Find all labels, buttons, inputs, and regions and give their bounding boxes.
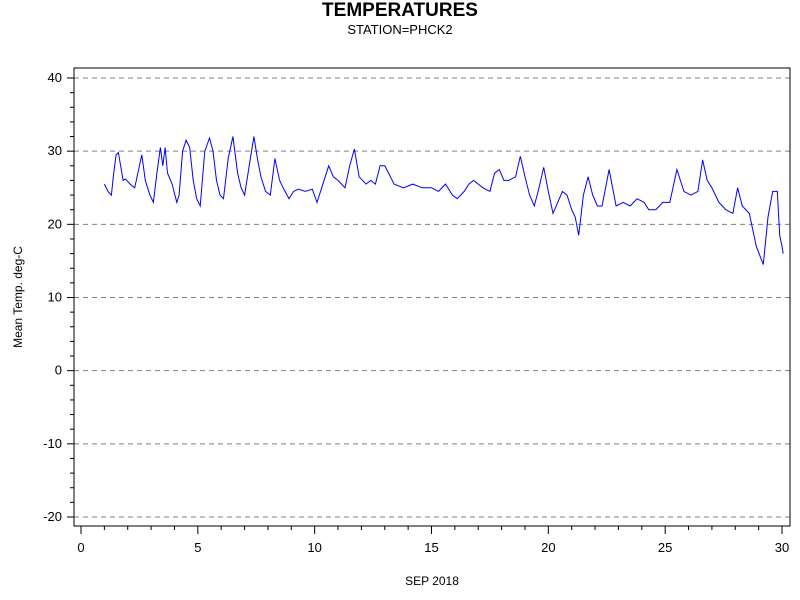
gridlines — [74, 77, 790, 518]
y-tick-label: 20 — [48, 216, 62, 231]
x-tick-label: 25 — [658, 540, 672, 555]
x-tick-label: 30 — [775, 540, 789, 555]
x-tick-label: 20 — [541, 540, 555, 555]
y-tick-label: 40 — [48, 70, 62, 85]
x-tick-label: 5 — [194, 540, 201, 555]
series-line — [103, 136, 784, 265]
x-axis-label: SEP 2018 — [405, 574, 459, 588]
y-tick-label: 0 — [55, 363, 62, 378]
x-axis-ticks: 0 5 10 15 20 25 30 — [77, 526, 789, 555]
x-tick-label: 15 — [424, 540, 438, 555]
chart-title: TEMPERATURES — [322, 0, 478, 21]
plot-frame — [73, 67, 791, 527]
y-tick-label: 10 — [48, 290, 62, 305]
y-axis-ticks: -20 -10 0 10 20 30 40 — [43, 70, 74, 524]
x-tick-label: 0 — [77, 540, 84, 555]
y-tick-label: -10 — [43, 436, 62, 451]
y-tick-label: -20 — [43, 509, 62, 524]
y-axis-label: Mean Temp. deg-C — [11, 246, 25, 348]
x-tick-label: 10 — [307, 540, 321, 555]
y-tick-label: 30 — [48, 143, 62, 158]
minor-ticks — [70, 92, 760, 530]
chart-subtitle: STATION=PHCK2 — [347, 22, 453, 37]
